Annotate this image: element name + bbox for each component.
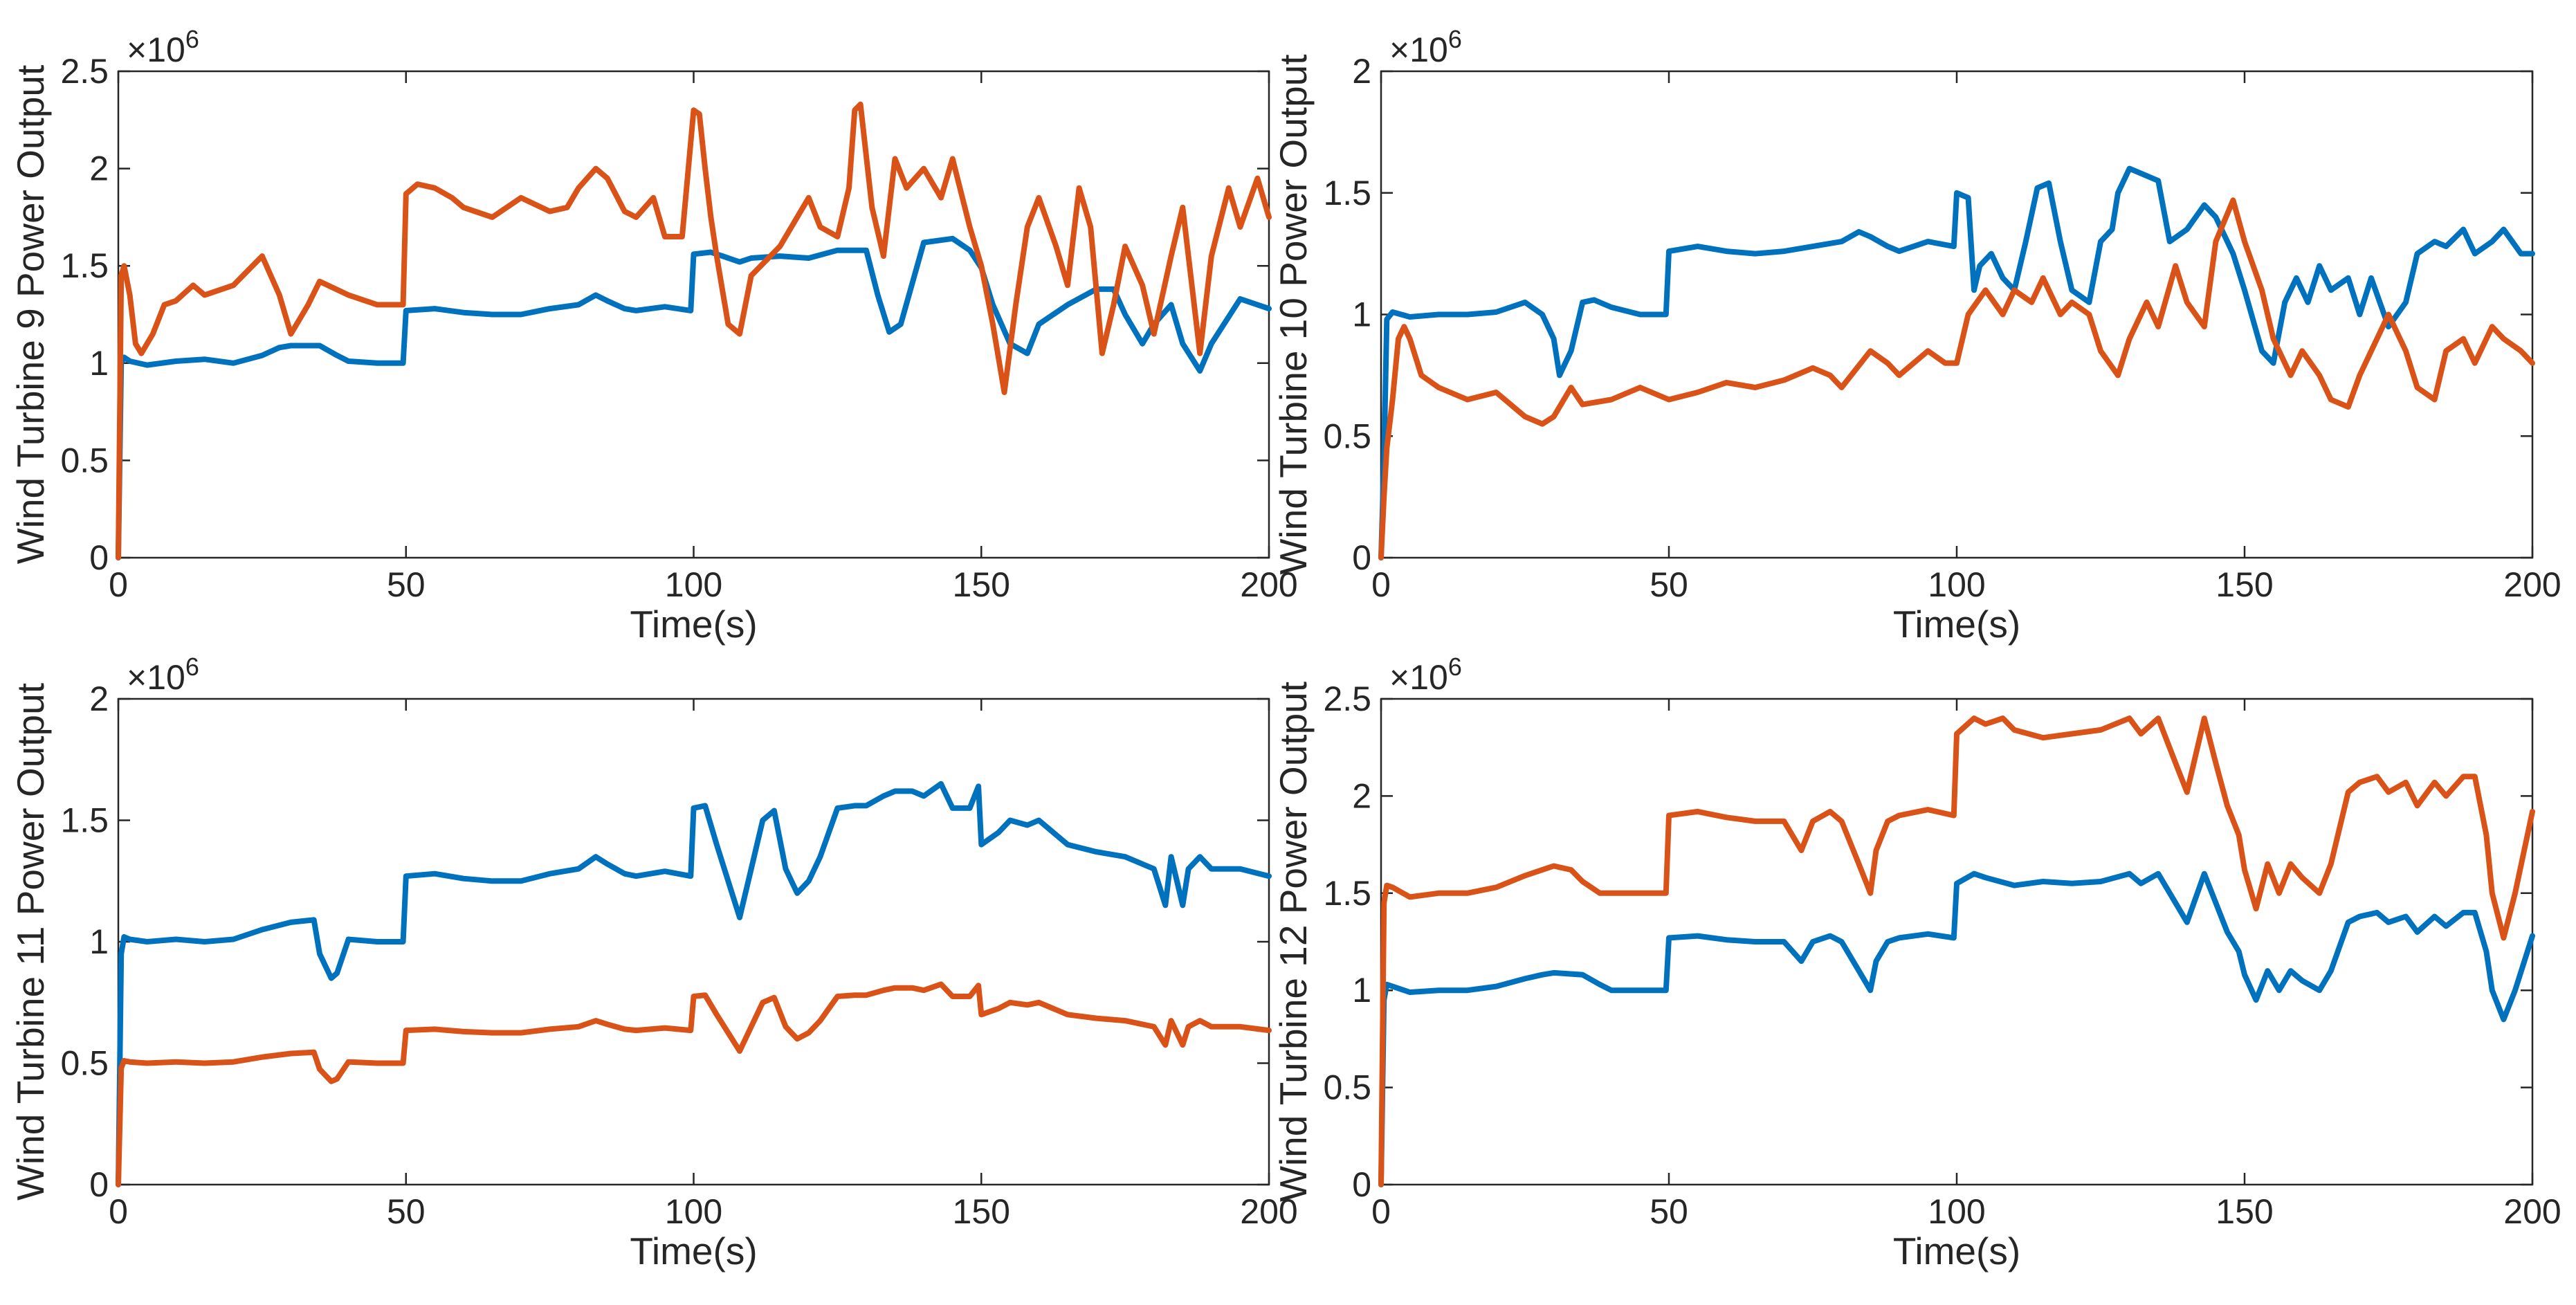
y-tick-label: 0 [89, 1165, 109, 1204]
y-tick-label: 0.5 [60, 441, 109, 480]
y-tick-label: 1 [1352, 295, 1371, 334]
x-tick-label: 200 [1240, 1192, 1297, 1231]
y-tick-label: 2 [1352, 52, 1371, 91]
series-line-orange [116, 981, 1272, 1187]
y-tick-label: 0 [1352, 538, 1371, 577]
y-tick-label: 1.5 [1323, 174, 1371, 212]
axes-frame [117, 697, 1270, 1186]
series-group [1378, 715, 2535, 1187]
x-tick-label: 50 [1650, 565, 1688, 604]
x-axis-label: Time(s) [630, 1230, 757, 1272]
x-tick-label: 100 [665, 1192, 722, 1231]
x-tick-label: 100 [665, 565, 722, 604]
x-tick-label: 50 [1650, 1192, 1688, 1231]
y-axis-label: Wind Turbine 9 Power Output [9, 65, 52, 564]
series-line-orange [1378, 197, 2535, 560]
multiplier-base: ×10 [1389, 658, 1448, 697]
y-axis-label: Wind Turbine 12 Power Output [1272, 682, 1315, 1202]
series-line-orange [1378, 715, 2535, 1187]
y-axis-label: Wind Turbine 10 Power Output [1272, 54, 1315, 574]
y-tick-label: 2.5 [1323, 679, 1371, 718]
axes-frame [117, 70, 1270, 559]
y-tick-label: 0.5 [1323, 417, 1371, 455]
x-tick-label: 150 [2216, 1192, 2273, 1231]
chart-panel-4: 0 50 100 150 200 0 0.5 1 1.5 2 2.5 ×106 Time(s) Wind … [1272, 652, 2561, 1272]
y-axis-multiplier: ×106 [127, 652, 199, 697]
x-axis-label: Time(s) [1893, 603, 2020, 646]
x-tick-label: 150 [2216, 565, 2273, 604]
y-axis-multiplier: ×106 [127, 25, 199, 69]
x-tick-label: 50 [387, 565, 426, 604]
multiplier-exponent: 6 [1448, 25, 1462, 53]
x-tick-label: 200 [2503, 565, 2561, 604]
series-line-orange [116, 101, 1272, 560]
multiplier-exponent: 6 [185, 652, 199, 681]
x-tick-label: 200 [1240, 565, 1297, 604]
series-group [116, 781, 1272, 1187]
x-axis-label: Time(s) [1893, 1230, 2020, 1272]
y-tick-label: 1 [1352, 971, 1371, 1010]
y-axis-label: Wind Turbine 11 Power Output [9, 683, 52, 1201]
x-tick-label: 100 [1928, 1192, 1985, 1231]
y-tick-label: 1.5 [60, 246, 109, 285]
y-tick-label: 2 [1352, 776, 1371, 815]
y-tick-label: 0.5 [1323, 1068, 1371, 1107]
x-tick-label: 0 [109, 1192, 128, 1231]
x-tick-label: 0 [109, 565, 128, 604]
y-axis-multiplier: ×106 [1389, 25, 1462, 69]
chart-panel-1: 0 50 100 150 200 0 0.5 1 1.5 2 2.5 ×106 Time(s) Wind … [9, 25, 1298, 646]
y-tick-label: 2 [89, 679, 109, 718]
series-line-blue [1378, 870, 2535, 1187]
chart-panel-2: 0 50 100 150 200 0 0.5 1 1.5 2 ×106 Time(s) Wind Tur… [1272, 25, 2561, 646]
x-axis-label: Time(s) [630, 603, 757, 646]
y-tick-label: 1 [89, 344, 109, 383]
x-tick-label: 100 [1928, 565, 1985, 604]
x-tick-label: 0 [1371, 565, 1391, 604]
multiplier-exponent: 6 [185, 25, 199, 53]
x-tick-label: 150 [953, 1192, 1010, 1231]
y-tick-label: 0 [1352, 1165, 1371, 1204]
y-tick-label: 2.5 [60, 52, 109, 91]
y-tick-label: 2 [89, 149, 109, 188]
x-tick-label: 50 [387, 1192, 426, 1231]
axes-frame [1380, 70, 2534, 559]
y-tick-label: 1.5 [1323, 874, 1371, 913]
x-tick-label: 150 [953, 565, 1010, 604]
multiplier-exponent: 6 [1448, 652, 1462, 681]
series-group [1378, 165, 2535, 560]
chart-panel-3: 0 50 100 150 200 0 0.5 1 1.5 2 ×106 Time(s) Wind Tur… [9, 652, 1298, 1272]
series-line-blue [1378, 165, 2535, 560]
series-line-blue [116, 781, 1272, 1187]
y-axis-multiplier: ×106 [1389, 652, 1462, 697]
y-tick-label: 0.5 [60, 1044, 109, 1083]
y-tick-label: 1.5 [60, 801, 109, 840]
series-group [116, 101, 1272, 560]
multiplier-base: ×10 [127, 30, 185, 69]
y-tick-label: 1 [89, 922, 109, 961]
multiplier-base: ×10 [127, 658, 185, 697]
y-tick-label: 0 [89, 538, 109, 577]
x-tick-label: 200 [2503, 1192, 2561, 1231]
x-tick-label: 0 [1371, 1192, 1391, 1231]
multiplier-base: ×10 [1389, 30, 1448, 69]
